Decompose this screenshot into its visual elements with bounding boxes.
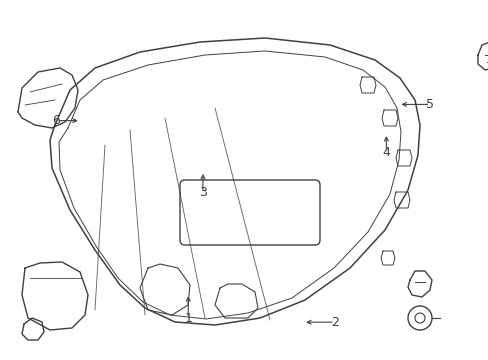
Text: 1: 1 (184, 312, 192, 325)
Circle shape (414, 313, 424, 323)
Text: 4: 4 (382, 147, 389, 159)
Text: 6: 6 (52, 114, 60, 127)
FancyBboxPatch shape (180, 180, 319, 245)
Text: 3: 3 (199, 186, 206, 199)
Circle shape (407, 306, 431, 330)
Text: 2: 2 (330, 316, 338, 329)
Text: 5: 5 (426, 98, 433, 111)
